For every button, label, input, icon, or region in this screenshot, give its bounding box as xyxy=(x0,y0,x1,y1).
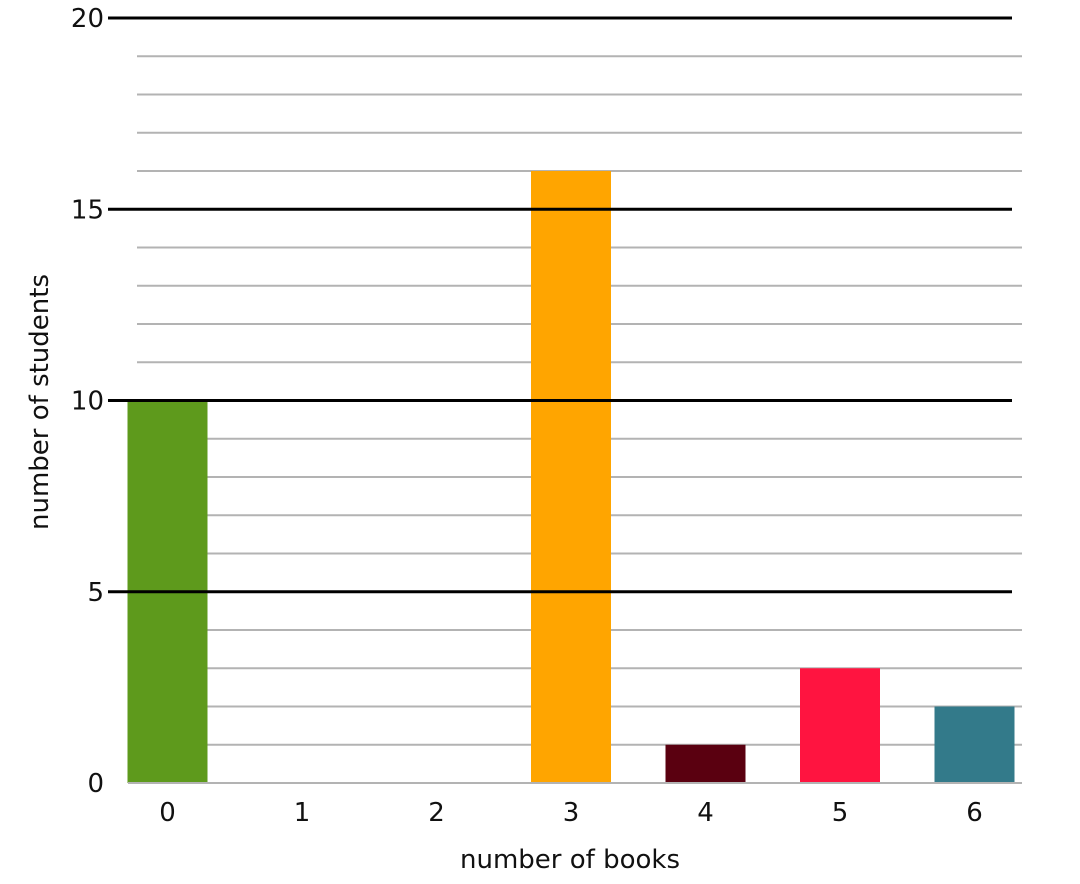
x-tick-label: 3 xyxy=(563,798,580,828)
y-tick-label: 15 xyxy=(71,195,104,225)
bar-6 xyxy=(934,706,1015,783)
x-tick-label: 5 xyxy=(832,798,849,828)
x-tick-label: 4 xyxy=(697,798,714,828)
y-tick-label: 0 xyxy=(87,769,104,799)
bar-3 xyxy=(531,171,611,783)
y-tick-label: 20 xyxy=(71,4,104,34)
y-tick-label: 10 xyxy=(71,387,104,417)
x-axis-tick-labels: 0 1 2 3 4 5 6 xyxy=(159,798,983,828)
x-axis-title: number of books xyxy=(460,845,680,875)
x-tick-label: 2 xyxy=(428,798,445,828)
x-tick-label: 0 xyxy=(159,798,176,828)
x-tick-label: 6 xyxy=(966,798,983,828)
y-axis-title: number of students xyxy=(25,274,55,530)
bar-4 xyxy=(665,744,746,783)
y-axis-tick-labels: 0 5 10 15 20 xyxy=(71,4,104,799)
y-tick-label: 5 xyxy=(87,578,104,608)
major-gridlines xyxy=(108,16,1012,594)
bar-5 xyxy=(800,668,880,783)
x-tick-label: 1 xyxy=(294,798,311,828)
